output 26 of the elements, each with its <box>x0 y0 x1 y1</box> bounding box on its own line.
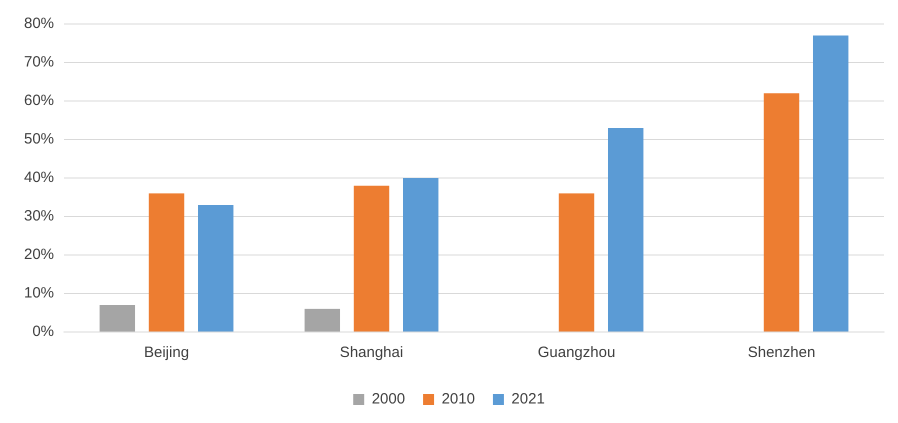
bar <box>608 128 644 332</box>
y-tick-label: 20% <box>24 246 54 264</box>
y-tick-label: 50% <box>24 130 54 148</box>
bar <box>812 36 848 332</box>
y-tick-label: 70% <box>24 54 54 71</box>
bar <box>764 93 800 332</box>
legend-label: 2010 <box>442 390 475 408</box>
y-tick-label: 0% <box>32 323 54 340</box>
bar <box>354 186 390 332</box>
bar <box>198 204 234 332</box>
bar <box>304 308 340 332</box>
bar <box>148 193 184 332</box>
y-tick-label: 60% <box>24 92 54 110</box>
y-tick-label: 10% <box>24 284 54 302</box>
y-tick-label: 40% <box>24 169 54 186</box>
legend-label: 2000 <box>372 390 406 408</box>
x-tick-label: Beijing <box>144 344 190 362</box>
bar <box>558 193 594 332</box>
bar <box>100 305 136 332</box>
x-tick-label: Shenzhen <box>748 344 816 362</box>
x-tick-label: Shanghai <box>340 344 404 362</box>
x-tick-label: Guangzhou <box>538 344 616 362</box>
bar <box>403 178 438 332</box>
y-tick-label: 30% <box>24 208 54 225</box>
legend-label: 2021 <box>511 390 545 408</box>
y-tick-label: 80% <box>24 15 54 32</box>
